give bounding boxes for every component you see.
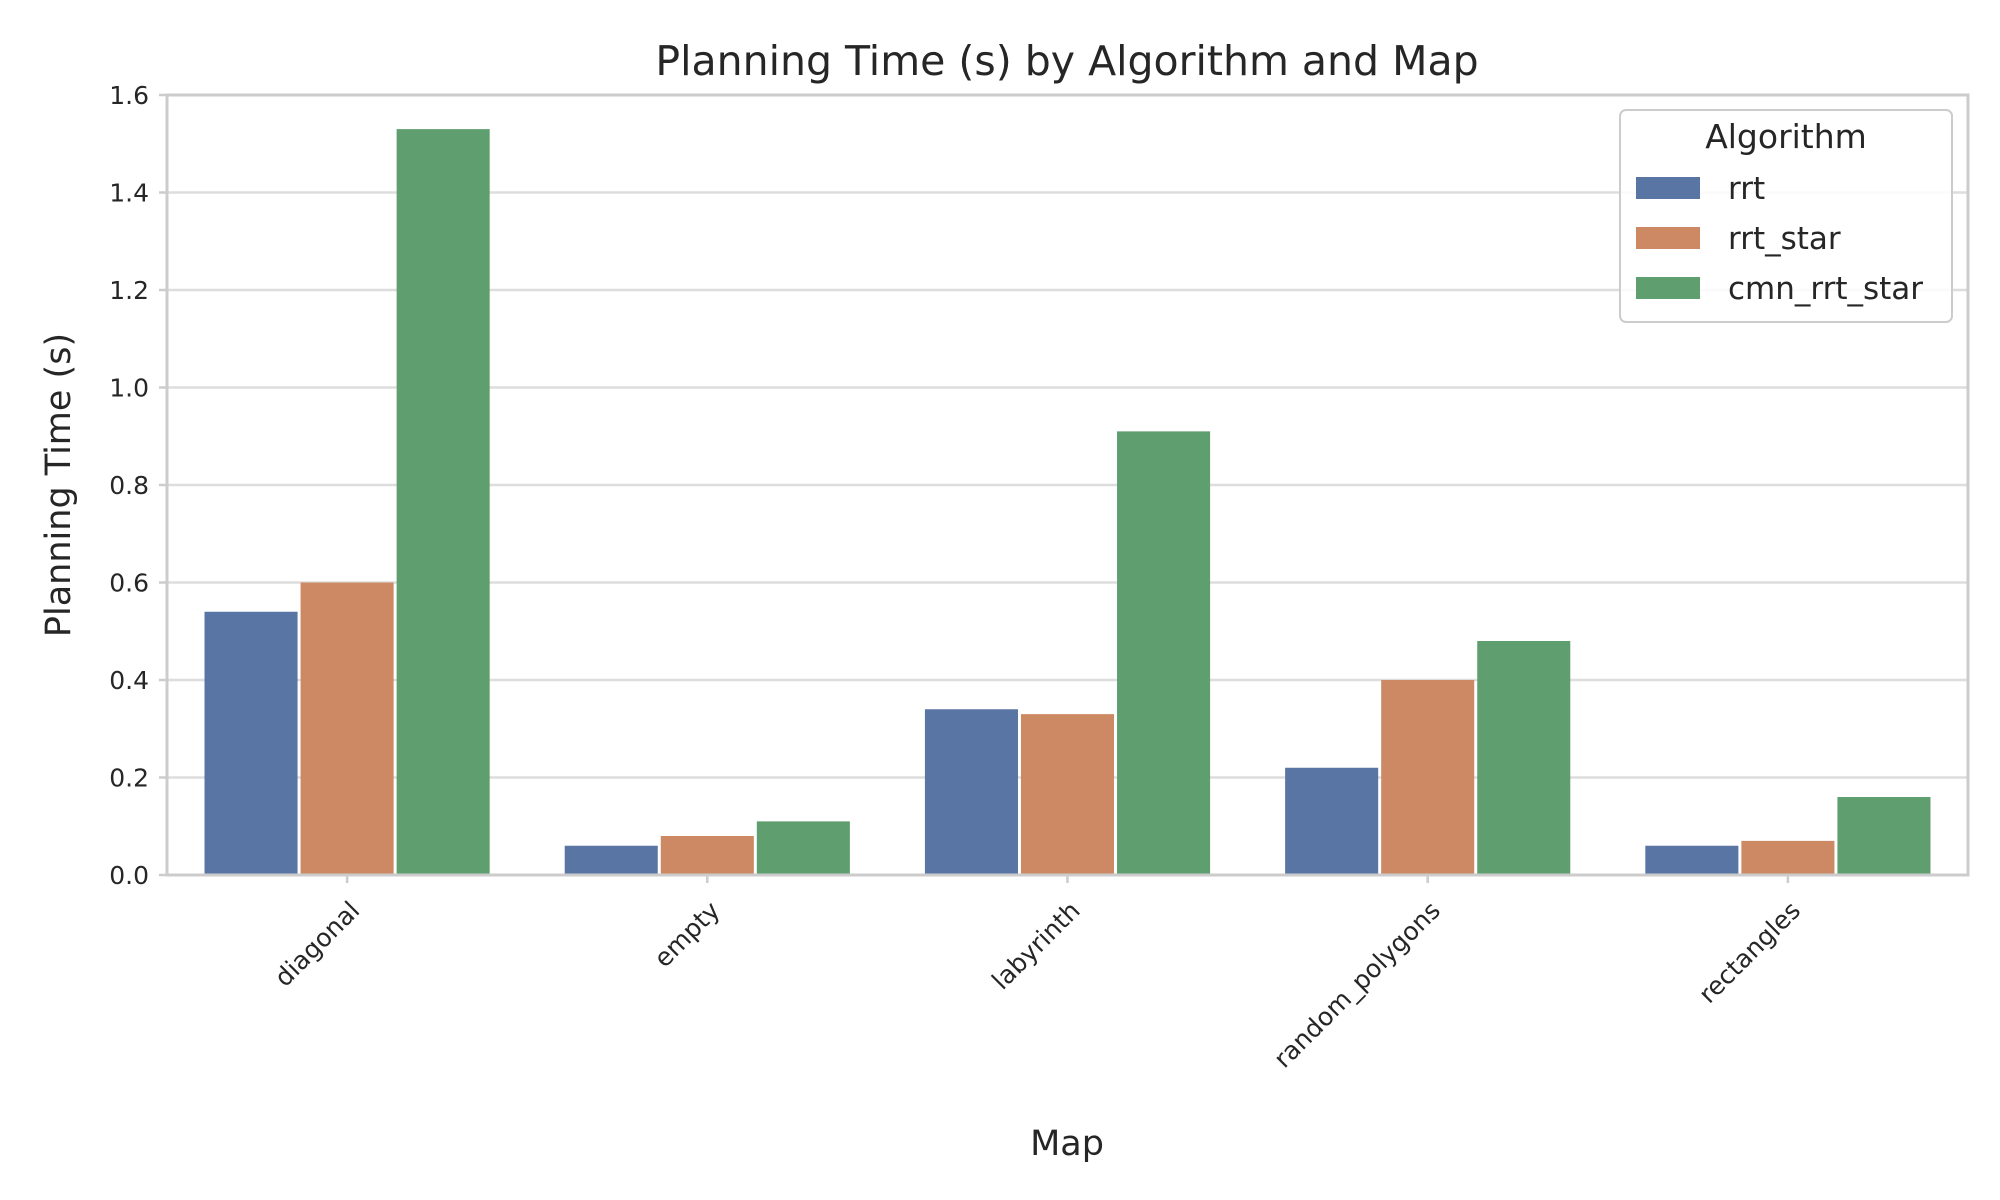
y-tick-label: 1.4 <box>109 179 149 208</box>
bar-rrt-empty <box>564 845 658 875</box>
y-axis-title: Planning Time (s) <box>39 333 79 637</box>
bar-cmn_rrt_star-diagonal <box>396 129 490 875</box>
legend-swatch-cmn_rrt_star <box>1636 277 1700 299</box>
bar-rrt_star-empty <box>660 836 754 875</box>
bar-rrt_star-rectangles <box>1741 840 1835 875</box>
legend-box <box>1619 109 1953 323</box>
y-tick-label: 1.0 <box>109 374 149 403</box>
bar-rrt_star-labyrinth <box>1020 714 1115 875</box>
legend-swatch-rrt <box>1636 177 1700 199</box>
y-tick-label: 0.8 <box>109 471 149 500</box>
legend-swatch-rrt_star <box>1636 227 1700 249</box>
bar-cmn_rrt_star-random_polygons <box>1477 641 1571 875</box>
y-tick-label: 1.6 <box>109 81 149 110</box>
bar-rrt-diagonal <box>204 611 298 875</box>
y-tick-label: 1.2 <box>109 276 149 305</box>
bar-rrt-rectangles <box>1645 845 1739 875</box>
legend: Algorithm rrt rrt_star cmn_rrt_star <box>1619 109 1953 323</box>
bar-cmn_rrt_star-labyrinth <box>1117 431 1211 875</box>
bar-rrt_star-diagonal <box>300 582 394 875</box>
chart-title: Planning Time (s) by Algorithm and Map <box>655 37 1478 85</box>
y-tick-label: 0.2 <box>109 764 149 793</box>
y-tick-labels: 0.0 0.2 0.4 0.6 0.8 1.0 1.2 1.4 1.6 <box>109 81 167 890</box>
y-tick-label: 0.0 <box>109 861 149 890</box>
bar-rrt-labyrinth <box>924 709 1018 875</box>
bar-cmn_rrt_star-rectangles <box>1837 797 1931 875</box>
bar-rrt_star-random_polygons <box>1381 680 1475 875</box>
legend-label-rrt_star: rrt_star <box>1728 221 1841 257</box>
bar-rrt-random_polygons <box>1285 767 1379 875</box>
legend-label-rrt: rrt <box>1728 171 1765 207</box>
legend-title: Algorithm <box>1705 117 1867 156</box>
y-tick-label: 0.6 <box>109 569 149 598</box>
legend-items: rrt rrt_star cmn_rrt_star <box>1636 171 1923 307</box>
legend-label-cmn_rrt_star: cmn_rrt_star <box>1728 271 1923 307</box>
bar-cmn_rrt_star-empty <box>756 821 850 875</box>
y-tick-label: 0.4 <box>109 666 149 695</box>
x-axis-title: Map <box>1030 1124 1104 1164</box>
bars <box>204 129 1931 875</box>
